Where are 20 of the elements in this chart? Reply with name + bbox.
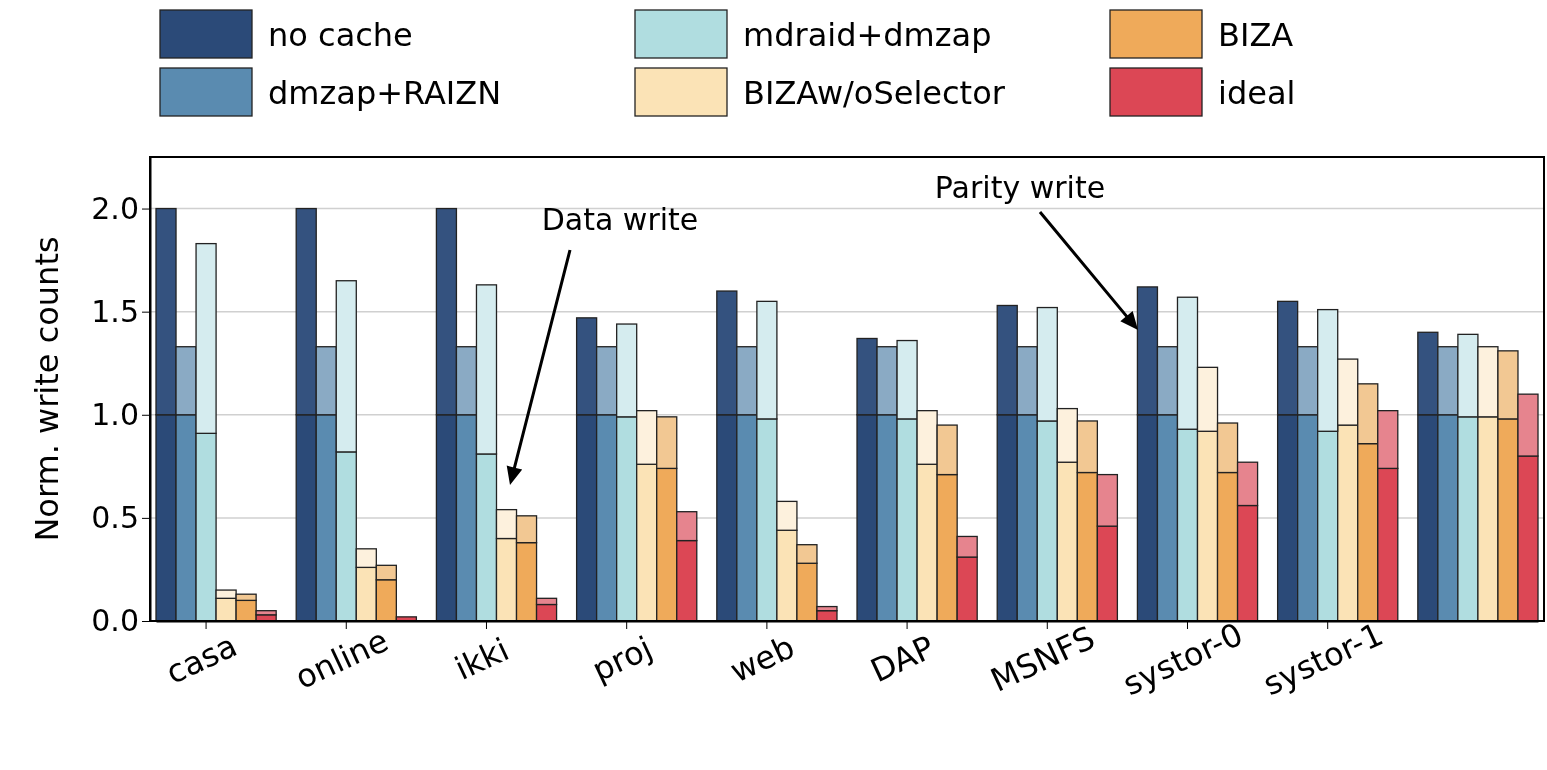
legend-label: dmzap+RAIZN [268, 74, 502, 112]
legend-label: BIZA [1218, 16, 1294, 54]
x-tick-label: casa [160, 626, 243, 692]
y-tick-label: 1.5 [91, 293, 139, 329]
legend-label: mdraid+dmzap [743, 16, 992, 54]
annotation: Data write [541, 202, 699, 237]
y-axis-title: Norm. write counts [28, 236, 66, 542]
x-tick-label: proj [586, 628, 658, 690]
annotation: Parity write [934, 170, 1106, 205]
x-tick-label: web [724, 627, 801, 691]
y-tick-label: 2.0 [91, 190, 139, 226]
legend-label: no cache [268, 16, 413, 54]
x-tick-label: DAP [864, 628, 941, 691]
y-tick-label: 0.0 [91, 603, 139, 639]
y-tick-label: 0.5 [91, 499, 139, 535]
x-tick-label: online [289, 621, 394, 697]
legend-label: BIZAw/oSelector [743, 74, 1006, 112]
y-tick-label: 1.0 [91, 396, 139, 432]
legend-label: ideal [1218, 74, 1296, 112]
x-tick-label: ikki [448, 630, 515, 688]
